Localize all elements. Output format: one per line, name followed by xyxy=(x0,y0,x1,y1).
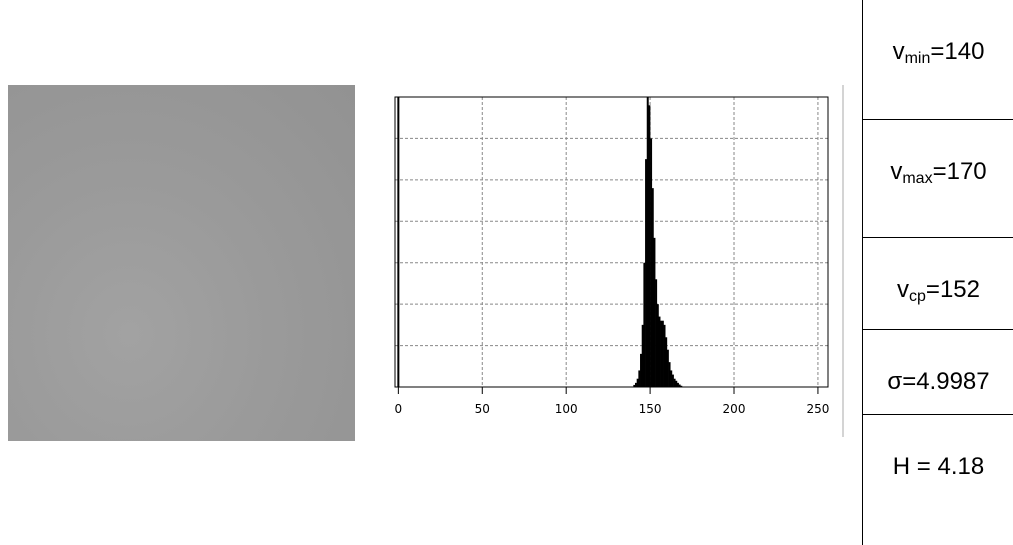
bar xyxy=(668,362,671,387)
bar xyxy=(671,374,674,387)
bar xyxy=(665,337,668,387)
x-tick-label: 150 xyxy=(639,402,662,416)
x-tick-label: 250 xyxy=(806,402,829,416)
bar xyxy=(660,320,663,387)
stat-rest: =170 xyxy=(932,158,987,185)
stat-sub: cp xyxy=(909,288,926,305)
bar xyxy=(678,384,681,387)
stat-sub: max xyxy=(902,170,933,187)
bar xyxy=(636,378,639,387)
bar xyxy=(656,304,659,387)
bar xyxy=(650,138,653,387)
x-tick-label: 200 xyxy=(723,402,746,416)
x-tick-label: 0 xyxy=(395,402,403,416)
bar xyxy=(645,159,648,387)
bar xyxy=(673,378,676,387)
bar xyxy=(634,382,637,387)
plot-frame xyxy=(394,96,829,388)
histogram: 0 50 100 150 200 250 xyxy=(384,85,844,437)
stat-cell: vcp=152 xyxy=(863,238,1013,330)
bar xyxy=(663,324,666,387)
image xyxy=(8,85,355,441)
bar xyxy=(653,237,656,387)
bar xyxy=(675,380,678,387)
bar xyxy=(670,370,673,387)
bar xyxy=(638,370,641,387)
stat-base: H = 4.18 xyxy=(892,453,985,480)
bar xyxy=(641,324,644,387)
bar xyxy=(640,353,643,387)
stat-cell: vmin=140 xyxy=(863,0,1013,120)
stats-table: vmin=140 vmax=170 vcp=152 σ=4.9987 H = 4.18 xyxy=(862,0,1013,545)
bar xyxy=(648,105,651,388)
x-tick-label: 50 xyxy=(475,402,490,416)
bar xyxy=(676,382,679,387)
stat-base: σ=4.9987 xyxy=(887,368,990,395)
stat-base: v xyxy=(890,158,903,185)
stat-cell: σ=4.9987 xyxy=(863,330,1013,415)
bar xyxy=(646,97,649,387)
panel xyxy=(384,85,842,436)
stat-cell: H = 4.18 xyxy=(863,415,1013,545)
bar xyxy=(643,262,646,387)
bar xyxy=(633,384,636,387)
stat-cell: vmax=170 xyxy=(863,120,1013,238)
stat-base: v xyxy=(892,38,905,65)
bar xyxy=(655,279,658,387)
bar xyxy=(661,320,664,387)
bar xyxy=(680,385,683,387)
stat-rest: =140 xyxy=(930,38,985,65)
x-tick-label: 100 xyxy=(555,402,578,416)
bar xyxy=(666,349,669,387)
stat-base: v xyxy=(897,276,910,303)
stat-rest: =152 xyxy=(925,276,980,303)
bar xyxy=(658,316,661,387)
stat-sub: min xyxy=(904,50,931,67)
bar xyxy=(651,188,654,387)
